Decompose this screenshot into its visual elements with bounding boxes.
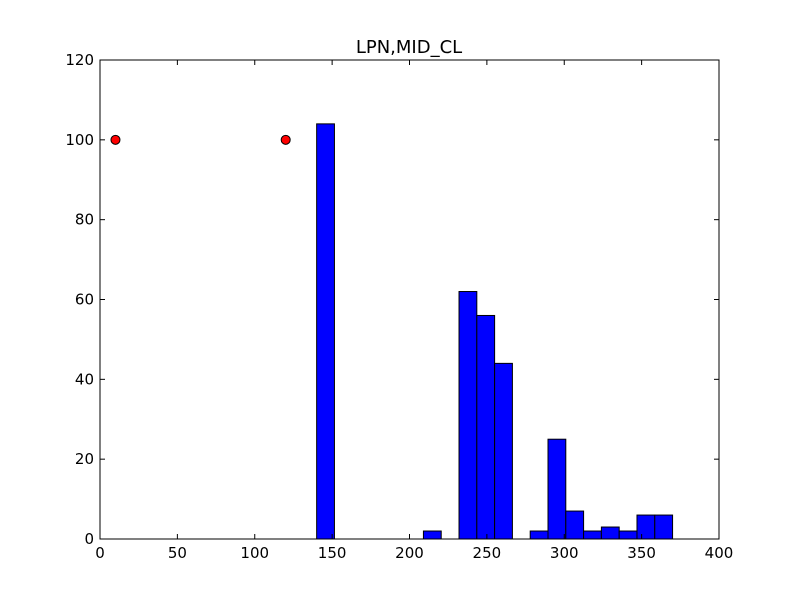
y-tick-label-60: 60	[75, 291, 94, 309]
plot-frame	[99, 59, 720, 540]
x-tick-label-50: 50	[168, 544, 187, 562]
bar-0	[316, 123, 335, 540]
chart-title: LPN,MID_CL	[356, 37, 462, 58]
bar-12	[529, 530, 549, 540]
bar-10	[494, 362, 513, 540]
bar-13	[547, 438, 567, 540]
plot-area	[100, 60, 719, 539]
x-tick-label-300: 300	[550, 544, 579, 562]
y-tick-label-20: 20	[75, 450, 94, 468]
point-0	[110, 134, 121, 145]
y-tick-label-40: 40	[75, 370, 94, 388]
x-tick-label-250: 250	[473, 544, 502, 562]
y-tick-label-80: 80	[75, 211, 94, 229]
x-tick-label-100: 100	[240, 544, 269, 562]
x-tick-label-150: 150	[318, 544, 347, 562]
bar-9	[476, 314, 496, 540]
x-tick-label-350: 350	[627, 544, 656, 562]
bar-15	[583, 530, 602, 540]
bar-6	[422, 530, 442, 540]
x-tick-label-200: 200	[395, 544, 424, 562]
bar-16	[600, 526, 620, 540]
point-1	[280, 134, 291, 145]
bars-group	[316, 123, 674, 540]
x-tick-label-0: 0	[95, 544, 105, 562]
ticks-group: 0 50 100 150 200 250 300 350 400 0 20 40 60 80 100 120	[65, 51, 733, 562]
points-group	[110, 134, 291, 145]
bar-8	[458, 291, 478, 540]
bar-18	[636, 514, 656, 540]
bar-19	[654, 514, 674, 540]
y-tick-label-100: 100	[65, 131, 94, 149]
y-tick-label-0: 0	[84, 530, 94, 548]
bar-14	[565, 510, 585, 540]
y-tick-label-120: 120	[65, 51, 94, 69]
x-tick-label-400: 400	[705, 544, 734, 562]
bar-17	[618, 530, 638, 540]
